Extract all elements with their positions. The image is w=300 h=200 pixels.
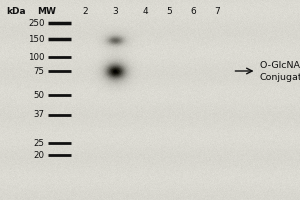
Text: 250: 250 — [28, 19, 44, 27]
Text: 20: 20 — [33, 150, 44, 160]
Text: O-GlcNAc BSA: O-GlcNAc BSA — [260, 62, 300, 71]
Text: 6: 6 — [190, 6, 196, 16]
Text: 25: 25 — [33, 138, 44, 148]
Text: 5: 5 — [167, 6, 172, 16]
Text: 2: 2 — [83, 6, 88, 16]
Text: 37: 37 — [33, 110, 44, 119]
Text: 3: 3 — [112, 6, 118, 16]
Text: 7: 7 — [214, 6, 220, 16]
Text: Conjugate: Conjugate — [260, 72, 300, 82]
Text: MW: MW — [37, 6, 56, 16]
Text: 75: 75 — [33, 66, 44, 75]
Text: 50: 50 — [33, 90, 44, 99]
Text: kDa: kDa — [7, 6, 26, 16]
Text: 4: 4 — [143, 6, 148, 16]
Text: 150: 150 — [28, 34, 44, 44]
Text: 100: 100 — [28, 52, 44, 62]
